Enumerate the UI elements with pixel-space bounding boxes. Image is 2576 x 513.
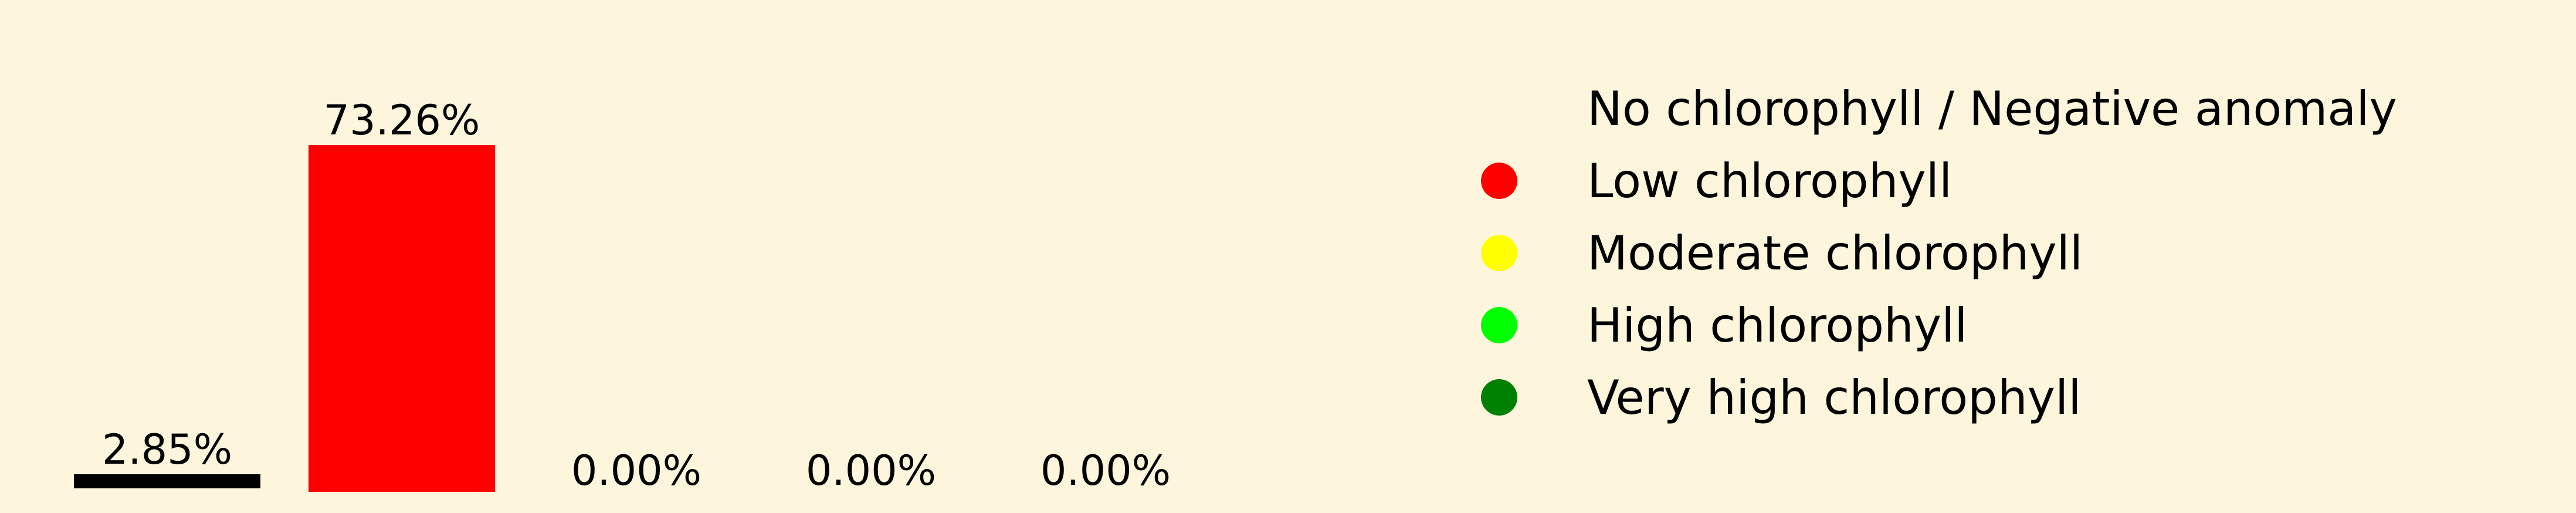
bars-group [74, 145, 495, 492]
legend-label-very-high-chlorophyll: Very high chlorophyll [1587, 370, 2081, 425]
legend: No chlorophyll / Negative anomaly Low chl… [1481, 82, 2397, 425]
legend-marker-high-chlorophyll [1481, 307, 1517, 343]
data-label-high-chlorophyll: 0.00% [806, 447, 936, 495]
bar-no-chlorophyll-negative-anomaly [74, 474, 260, 488]
legend-marker-low-chlorophyll [1481, 163, 1517, 199]
legend-item-very-high-chlorophyll: Very high chlorophyll [1481, 370, 2081, 425]
legend-marker-moderate-chlorophyll [1481, 235, 1517, 271]
data-label-moderate-chlorophyll: 0.00% [571, 447, 701, 495]
legend-label-low-chlorophyll: Low chlorophyll [1587, 154, 1952, 208]
legend-label-moderate-chlorophyll: Moderate chlorophyll [1587, 226, 2083, 281]
data-label-very-high-chlorophyll: 0.00% [1040, 447, 1171, 495]
bar-low-chlorophyll [309, 145, 495, 492]
legend-marker-very-high-chlorophyll [1481, 379, 1517, 416]
legend-item-moderate-chlorophyll: Moderate chlorophyll [1481, 226, 2083, 281]
legend-label-no-chlorophyll-negative-anomaly: No chlorophyll / Negative anomaly [1587, 82, 2397, 136]
data-label-low-chlorophyll: 73.26% [324, 96, 480, 144]
data-label-no-chlorophyll-negative-anomaly: 2.85% [102, 426, 232, 474]
data-labels-group: 2.85% 73.26% 0.00% 0.00% 0.00% [102, 96, 1171, 495]
legend-label-high-chlorophyll: High chlorophyll [1587, 298, 1968, 353]
legend-item-no-chlorophyll-negative-anomaly: No chlorophyll / Negative anomaly [1587, 82, 2397, 136]
legend-item-high-chlorophyll: High chlorophyll [1481, 298, 1968, 353]
legend-item-low-chlorophyll: Low chlorophyll [1481, 154, 1952, 208]
